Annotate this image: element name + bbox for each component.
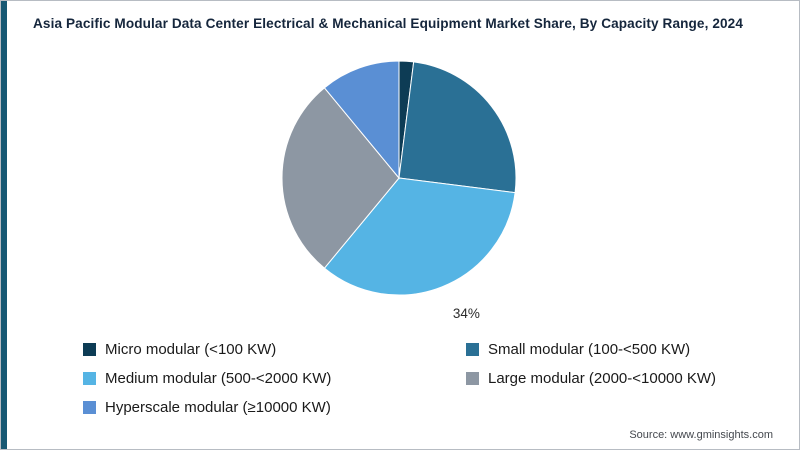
legend-label-small: Small modular (100-<500 KW) bbox=[488, 341, 691, 358]
pie-data-label: 34% bbox=[453, 306, 480, 321]
legend-swatch-micro bbox=[83, 343, 96, 356]
pie-slice-hyperscale bbox=[323, 60, 400, 180]
legend-swatch-large bbox=[466, 372, 479, 385]
chart-title: Asia Pacific Modular Data Center Electri… bbox=[33, 16, 743, 31]
legend-swatch-hyperscale bbox=[83, 401, 96, 414]
legend-label-medium: Medium modular (500-<2000 KW) bbox=[105, 370, 332, 387]
legend: Micro modular (<100 KW) Small modular (1… bbox=[83, 341, 773, 416]
legend-item-small-modular: Small modular (100-<500 KW) bbox=[466, 341, 773, 358]
legend-swatch-medium bbox=[83, 372, 96, 385]
pie-slice-medium bbox=[323, 177, 516, 296]
legend-label-large: Large modular (2000-<10000 KW) bbox=[488, 370, 717, 387]
legend-item-hyperscale-modular: Hyperscale modular (≥10000 KW) bbox=[83, 399, 466, 416]
left-accent-bar bbox=[1, 1, 7, 449]
legend-item-large-modular: Large modular (2000-<10000 KW) bbox=[466, 370, 773, 387]
legend-item-micro-modular: Micro modular (<100 KW) bbox=[83, 341, 466, 358]
source-text: Source: www.gminsights.com bbox=[629, 429, 773, 441]
legend-item-medium-modular: Medium modular (500-<2000 KW) bbox=[83, 370, 466, 387]
legend-label-micro: Micro modular (<100 KW) bbox=[105, 341, 277, 358]
pie-slice-large bbox=[281, 87, 400, 269]
pie-slice-small bbox=[398, 61, 517, 194]
legend-swatch-small bbox=[466, 343, 479, 356]
legend-label-hyperscale: Hyperscale modular (≥10000 KW) bbox=[105, 399, 331, 416]
